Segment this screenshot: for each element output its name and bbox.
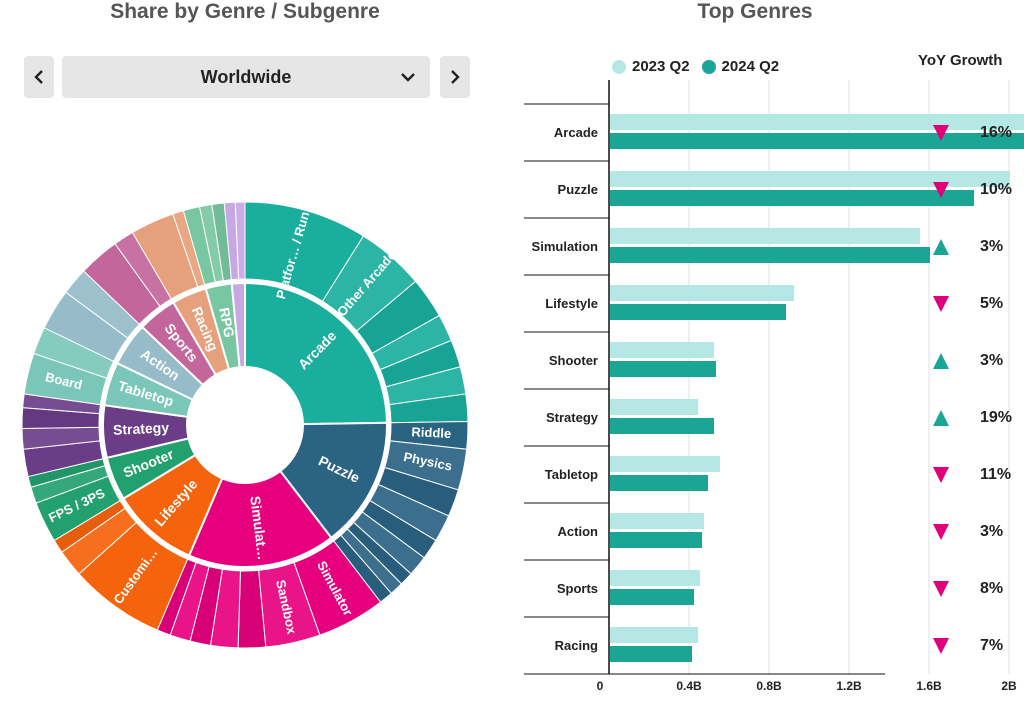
bar-2024-racing[interactable] (610, 646, 692, 662)
bar-2023-strategy[interactable] (610, 399, 698, 415)
triangle-down-icon (933, 124, 949, 141)
yoy-value: 11% (980, 465, 1012, 483)
subgenre-slice-other-1[interactable] (234, 201, 246, 280)
x-tick-label: 1.2B (836, 679, 862, 693)
bar-2023-simulation[interactable] (610, 228, 920, 244)
yoy-row-sports: 8% (932, 577, 1022, 601)
yoy-value: 19% (980, 408, 1013, 426)
subgenre-label-riddle: Riddle (411, 424, 451, 441)
bar-2024-arcade[interactable] (610, 133, 1024, 149)
x-tick-label: 0.4B (676, 679, 702, 693)
triangle-down-icon (933, 580, 949, 597)
x-tick-label: 0 (597, 679, 604, 693)
category-label-strategy: Strategy (546, 410, 599, 425)
legend-dot-2023 (612, 59, 626, 74)
category-label-lifestyle: Lifestyle (545, 296, 598, 311)
category-label-action: Action (558, 524, 599, 539)
yoy-value: 3% (980, 522, 1004, 540)
yoy-row-simulation: 3% (932, 235, 1022, 259)
yoy-value: 7% (980, 636, 1004, 654)
triangle-down-icon (933, 523, 949, 540)
chevron-right-icon (451, 70, 460, 84)
triangle-down-icon (933, 181, 949, 198)
bar-chart-title: Top Genres (697, 0, 813, 23)
bar-2024-tabletop[interactable] (610, 475, 708, 491)
region-select[interactable]: Worldwide (62, 56, 430, 98)
yoy-value: 3% (980, 237, 1004, 255)
bar-2023-shooter[interactable] (610, 342, 714, 358)
genre-label-simulat: Simulat… (247, 495, 271, 561)
category-label-racing: Racing (555, 638, 598, 653)
legend-label-2024: 2024 Q2 (721, 58, 780, 75)
bar-2023-lifestyle[interactable] (610, 285, 794, 301)
yoy-growth-header: YoY Growth (918, 52, 1003, 69)
bar-2024-simulation[interactable] (610, 247, 930, 263)
triangle-down-icon (933, 466, 949, 483)
category-label-arcade: Arcade (554, 125, 598, 140)
yoy-value: 8% (980, 579, 1004, 597)
x-tick-label: 1.6B (916, 679, 942, 693)
bar-2023-racing[interactable] (610, 627, 698, 643)
genre-slice-other-11[interactable] (230, 281, 246, 369)
yoy-row-lifestyle: 5% (932, 292, 1022, 316)
yoy-row-arcade: 16% (932, 121, 1022, 145)
genre-slice-simulat[interactable] (187, 469, 333, 568)
bar-2023-action[interactable] (610, 513, 704, 529)
triangle-down-icon (933, 295, 949, 312)
bar-2024-action[interactable] (610, 532, 702, 548)
region-select-value: Worldwide (200, 66, 292, 87)
x-tick-label: 2B (1001, 679, 1017, 693)
yoy-row-strategy: 19% (932, 406, 1022, 430)
legend-label-2023: 2023 Q2 (632, 58, 690, 75)
previous-region-button[interactable] (24, 56, 54, 98)
top-genres-bar-chart: 00.4B0.8B1.2B1.6B2B2.4B2.8BArcadePuzzleS… (524, 80, 1024, 693)
category-label-shooter: Shooter (549, 353, 598, 368)
category-label-puzzle: Puzzle (558, 182, 598, 197)
genre-slice-puzzle[interactable] (278, 421, 388, 540)
sunburst-title: Share by Genre / Subgenre (110, 0, 380, 23)
chevron-down-icon (401, 73, 415, 82)
legend-item-2024[interactable]: 2024 Q2 (701, 58, 780, 75)
yoy-row-puzzle: 10% (932, 178, 1022, 202)
bar-2023-sports[interactable] (610, 570, 700, 586)
triangle-up-icon (933, 409, 949, 426)
category-label-simulation: Simulation (532, 239, 599, 254)
triangle-up-icon (933, 352, 949, 369)
yoy-row-racing: 7% (932, 634, 1022, 658)
yoy-value: 10% (980, 180, 1013, 198)
genre-slice-arcade[interactable] (244, 281, 388, 426)
genre-label-rpg: RPG (216, 306, 237, 339)
x-tick-label: 0.8B (756, 679, 782, 693)
bar-2023-arcade[interactable] (610, 114, 1024, 130)
genre-label-strategy: Strategy (113, 419, 170, 438)
bar-2024-lifestyle[interactable] (610, 304, 786, 320)
bar-2024-puzzle[interactable] (610, 190, 974, 206)
sunburst-chart: Platfor… / Runner Other ArcadeArcadeRiddl… (21, 190, 469, 649)
yoy-value: 3% (980, 351, 1004, 369)
bar-2024-shooter[interactable] (610, 361, 716, 377)
triangle-down-icon (933, 637, 949, 654)
yoy-value: 5% (980, 294, 1004, 312)
yoy-value: 16% (980, 123, 1013, 141)
bar-2023-puzzle[interactable] (610, 171, 1010, 187)
yoy-row-tabletop: 11% (932, 463, 1022, 487)
category-label-tabletop: Tabletop (545, 467, 598, 482)
category-label-sports: Sports (557, 581, 598, 596)
legend-item-2023[interactable]: 2023 Q2 (612, 58, 690, 75)
legend-dot-2024 (701, 59, 716, 74)
bar-2024-strategy[interactable] (610, 418, 714, 434)
chevron-left-icon (34, 70, 43, 84)
bar-2023-tabletop[interactable] (610, 456, 720, 472)
bar-legend: 2023 Q2 2024 Q2 (612, 58, 791, 75)
next-region-button[interactable] (440, 56, 470, 98)
bar-2024-sports[interactable] (610, 589, 694, 605)
yoy-row-shooter: 3% (932, 349, 1022, 373)
triangle-up-icon (933, 238, 949, 255)
yoy-row-action: 3% (932, 520, 1022, 544)
